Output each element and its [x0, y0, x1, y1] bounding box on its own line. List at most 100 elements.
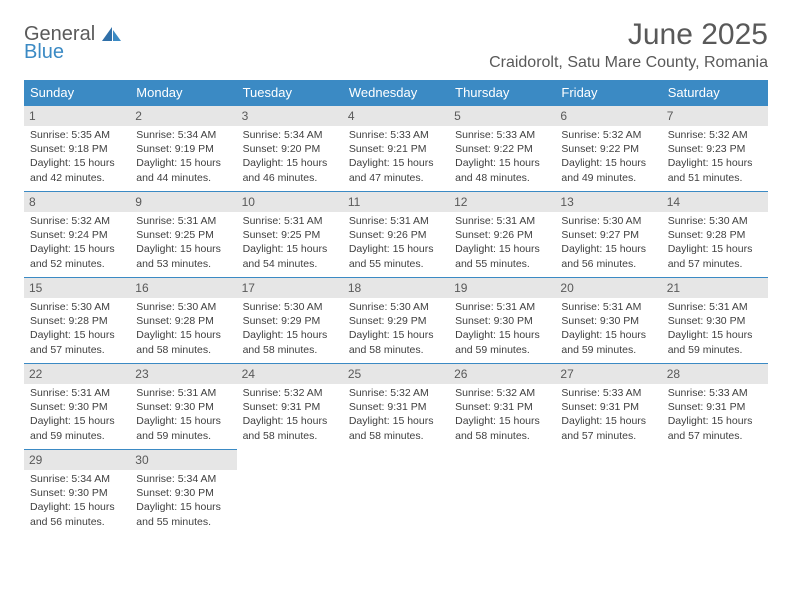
calendar-cell: 18Sunrise: 5:30 AMSunset: 9:29 PMDayligh… [343, 277, 449, 363]
daylight-line: Daylight: 15 hours and 49 minutes. [559, 156, 657, 184]
sunset-line: Sunset: 9:18 PM [28, 142, 126, 156]
daylight-line: Daylight: 15 hours and 52 minutes. [28, 242, 126, 270]
sunrise-line: Sunrise: 5:30 AM [347, 300, 445, 314]
calendar-cell: 17Sunrise: 5:30 AMSunset: 9:29 PMDayligh… [237, 277, 343, 363]
day-number: 25 [343, 363, 449, 384]
day-details: Sunrise: 5:30 AMSunset: 9:29 PMDaylight:… [343, 300, 449, 361]
sunset-line: Sunset: 9:29 PM [241, 314, 339, 328]
day-number: 5 [449, 105, 555, 126]
day-details: Sunrise: 5:34 AMSunset: 9:30 PMDaylight:… [24, 472, 130, 533]
sunrise-line: Sunrise: 5:31 AM [134, 386, 232, 400]
day-number: 14 [662, 191, 768, 212]
day-number: 2 [130, 105, 236, 126]
calendar-cell-empty [343, 449, 449, 535]
sunrise-line: Sunrise: 5:31 AM [134, 214, 232, 228]
sunset-line: Sunset: 9:24 PM [28, 228, 126, 242]
day-details: Sunrise: 5:31 AMSunset: 9:30 PMDaylight:… [662, 300, 768, 361]
weekday-header: Monday [130, 80, 236, 105]
daylight-line: Daylight: 15 hours and 56 minutes. [559, 242, 657, 270]
day-number: 3 [237, 105, 343, 126]
day-number: 28 [662, 363, 768, 384]
calendar-cell: 28Sunrise: 5:33 AMSunset: 9:31 PMDayligh… [662, 363, 768, 449]
logo-text: General Blue [24, 24, 95, 62]
sunrise-line: Sunrise: 5:33 AM [453, 128, 551, 142]
calendar-cell-empty [662, 449, 768, 535]
sunrise-line: Sunrise: 5:31 AM [347, 214, 445, 228]
calendar-cell: 22Sunrise: 5:31 AMSunset: 9:30 PMDayligh… [24, 363, 130, 449]
day-details: Sunrise: 5:32 AMSunset: 9:22 PMDaylight:… [555, 128, 661, 189]
day-details: Sunrise: 5:33 AMSunset: 9:21 PMDaylight:… [343, 128, 449, 189]
calendar-cell: 29Sunrise: 5:34 AMSunset: 9:30 PMDayligh… [24, 449, 130, 535]
calendar-body: 1Sunrise: 5:35 AMSunset: 9:18 PMDaylight… [24, 105, 768, 535]
calendar-cell: 2Sunrise: 5:34 AMSunset: 9:19 PMDaylight… [130, 105, 236, 191]
day-number: 29 [24, 449, 130, 470]
daylight-line: Daylight: 15 hours and 42 minutes. [28, 156, 126, 184]
sunset-line: Sunset: 9:30 PM [666, 314, 764, 328]
sunset-line: Sunset: 9:25 PM [134, 228, 232, 242]
sunset-line: Sunset: 9:22 PM [559, 142, 657, 156]
sunrise-line: Sunrise: 5:30 AM [241, 300, 339, 314]
sunrise-line: Sunrise: 5:34 AM [134, 128, 232, 142]
day-details: Sunrise: 5:32 AMSunset: 9:31 PMDaylight:… [449, 386, 555, 447]
daylight-line: Daylight: 15 hours and 54 minutes. [241, 242, 339, 270]
calendar-cell: 13Sunrise: 5:30 AMSunset: 9:27 PMDayligh… [555, 191, 661, 277]
sunrise-line: Sunrise: 5:32 AM [241, 386, 339, 400]
sunrise-line: Sunrise: 5:31 AM [453, 300, 551, 314]
sunrise-line: Sunrise: 5:32 AM [453, 386, 551, 400]
daylight-line: Daylight: 15 hours and 47 minutes. [347, 156, 445, 184]
calendar-row: 1Sunrise: 5:35 AMSunset: 9:18 PMDaylight… [24, 105, 768, 191]
daylight-line: Daylight: 15 hours and 59 minutes. [666, 328, 764, 356]
day-number: 9 [130, 191, 236, 212]
sunset-line: Sunset: 9:28 PM [28, 314, 126, 328]
calendar-cell: 20Sunrise: 5:31 AMSunset: 9:30 PMDayligh… [555, 277, 661, 363]
sunset-line: Sunset: 9:29 PM [347, 314, 445, 328]
day-details: Sunrise: 5:35 AMSunset: 9:18 PMDaylight:… [24, 128, 130, 189]
day-details: Sunrise: 5:31 AMSunset: 9:30 PMDaylight:… [555, 300, 661, 361]
daylight-line: Daylight: 15 hours and 59 minutes. [134, 414, 232, 442]
calendar-cell: 1Sunrise: 5:35 AMSunset: 9:18 PMDaylight… [24, 105, 130, 191]
calendar-cell: 4Sunrise: 5:33 AMSunset: 9:21 PMDaylight… [343, 105, 449, 191]
day-number: 12 [449, 191, 555, 212]
sunrise-line: Sunrise: 5:30 AM [666, 214, 764, 228]
sunrise-line: Sunrise: 5:32 AM [347, 386, 445, 400]
daylight-line: Daylight: 15 hours and 59 minutes. [453, 328, 551, 356]
calendar-cell: 19Sunrise: 5:31 AMSunset: 9:30 PMDayligh… [449, 277, 555, 363]
daylight-line: Daylight: 15 hours and 58 minutes. [134, 328, 232, 356]
sunrise-line: Sunrise: 5:33 AM [666, 386, 764, 400]
daylight-line: Daylight: 15 hours and 58 minutes. [241, 328, 339, 356]
sunrise-line: Sunrise: 5:33 AM [559, 386, 657, 400]
calendar-cell: 14Sunrise: 5:30 AMSunset: 9:28 PMDayligh… [662, 191, 768, 277]
sunrise-line: Sunrise: 5:30 AM [28, 300, 126, 314]
day-details: Sunrise: 5:30 AMSunset: 9:28 PMDaylight:… [662, 214, 768, 275]
day-details: Sunrise: 5:32 AMSunset: 9:31 PMDaylight:… [237, 386, 343, 447]
sunset-line: Sunset: 9:20 PM [241, 142, 339, 156]
calendar-cell: 9 Sunrise: 5:31 AMSunset: 9:25 PMDaylight… [130, 191, 236, 277]
day-number: 1 [24, 105, 130, 126]
calendar-cell: 30Sunrise: 5:34 AMSunset: 9:30 PMDayligh… [130, 449, 236, 535]
calendar-cell: 12Sunrise: 5:31 AMSunset: 9:26 PMDayligh… [449, 191, 555, 277]
day-number: 18 [343, 277, 449, 298]
calendar-cell: 3Sunrise: 5:34 AMSunset: 9:20 PMDaylight… [237, 105, 343, 191]
sunset-line: Sunset: 9:28 PM [666, 228, 764, 242]
calendar-cell: 27Sunrise: 5:33 AMSunset: 9:31 PMDayligh… [555, 363, 661, 449]
calendar-cell-empty [237, 449, 343, 535]
daylight-line: Daylight: 15 hours and 58 minutes. [241, 414, 339, 442]
day-number: 17 [237, 277, 343, 298]
calendar-cell: 21Sunrise: 5:31 AMSunset: 9:30 PMDayligh… [662, 277, 768, 363]
daylight-line: Daylight: 15 hours and 57 minutes. [28, 328, 126, 356]
day-details: Sunrise: 5:34 AMSunset: 9:19 PMDaylight:… [130, 128, 236, 189]
daylight-line: Daylight: 15 hours and 55 minutes. [134, 500, 232, 528]
daylight-line: Daylight: 15 hours and 58 minutes. [347, 328, 445, 356]
sunset-line: Sunset: 9:28 PM [134, 314, 232, 328]
day-number: 23 [130, 363, 236, 384]
day-number: 24 [237, 363, 343, 384]
sunset-line: Sunset: 9:30 PM [134, 400, 232, 414]
daylight-line: Daylight: 15 hours and 48 minutes. [453, 156, 551, 184]
daylight-line: Daylight: 15 hours and 53 minutes. [134, 242, 232, 270]
logo-sail-icon [101, 25, 123, 48]
day-details: Sunrise: 5:30 AMSunset: 9:27 PMDaylight:… [555, 214, 661, 275]
sunrise-line: Sunrise: 5:31 AM [241, 214, 339, 228]
sunrise-line: Sunrise: 5:34 AM [241, 128, 339, 142]
day-details: Sunrise: 5:30 AMSunset: 9:29 PMDaylight:… [237, 300, 343, 361]
page-title: June 2025 [489, 18, 768, 52]
